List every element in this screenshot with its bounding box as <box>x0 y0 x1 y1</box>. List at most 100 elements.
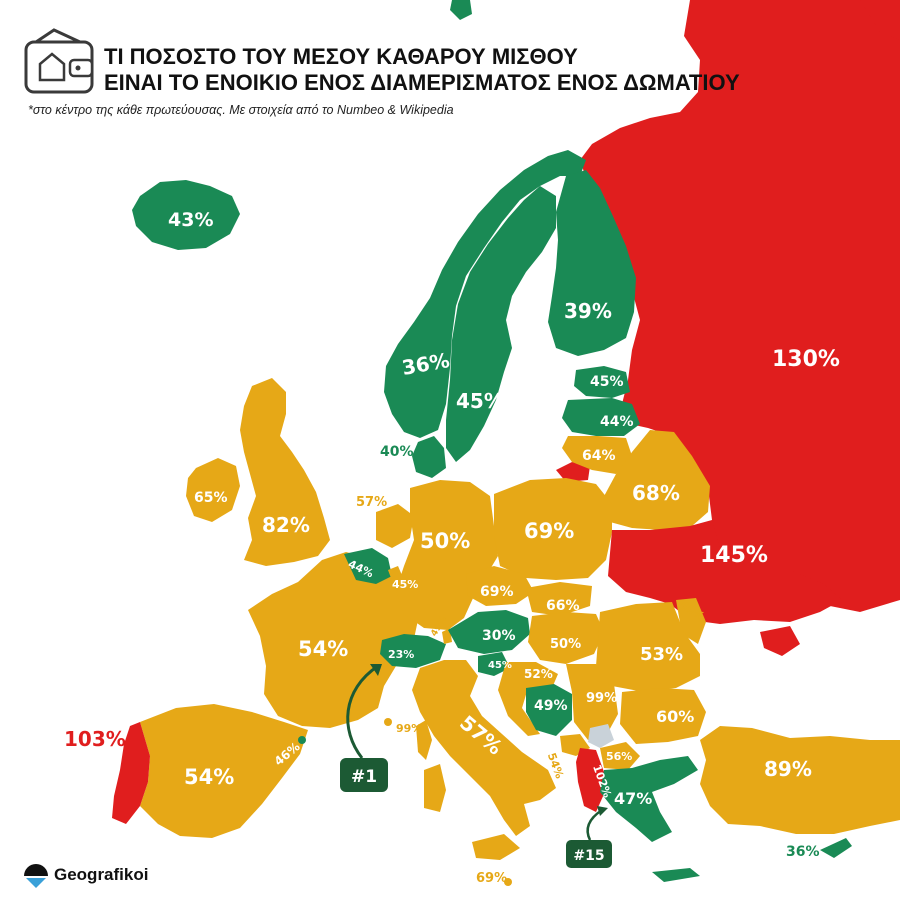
sardinia-shape <box>424 764 446 812</box>
label-turkey: 89% <box>764 757 812 781</box>
cyprus-shape <box>820 838 852 858</box>
label-latvia: 44% <box>600 414 634 430</box>
label-finland: 39% <box>564 299 612 323</box>
belarus-shape <box>602 430 710 530</box>
label-luxembourg: 45% <box>392 578 418 591</box>
label-switzerland: 23% <box>388 648 414 661</box>
label-iceland: 43% <box>168 209 213 231</box>
latvia-shape <box>562 398 640 436</box>
uk-shape <box>240 378 330 566</box>
greece-shape <box>600 756 698 842</box>
kosovo-shape <box>588 724 614 748</box>
finland-shape <box>548 170 636 356</box>
rank-best-badge: #1 <box>351 767 377 787</box>
croatia-shape <box>498 662 558 736</box>
svalbard-shape <box>450 0 472 20</box>
russia-island-shape <box>860 0 900 40</box>
crete-shape <box>652 868 700 882</box>
label-czechia: 69% <box>480 584 514 600</box>
label-belarus: 68% <box>632 481 680 505</box>
switzerland-shape <box>380 634 446 668</box>
callout-rank-greece: #15 <box>566 806 612 868</box>
belgium-shape <box>344 548 392 584</box>
label-romania: 53% <box>640 644 683 665</box>
brand-name: Geografikoi <box>54 865 148 884</box>
netherlands-shape <box>376 504 414 548</box>
kaliningrad-shape <box>556 462 590 482</box>
label-lithuania: 64% <box>582 448 616 464</box>
sweden-shape <box>446 186 556 462</box>
germany-shape <box>396 480 498 630</box>
poland-shape <box>494 478 612 580</box>
norway-shape <box>384 150 586 438</box>
label-hungary: 50% <box>550 637 581 652</box>
label-bosnia: 49% <box>534 698 568 714</box>
geografikoi-logo-icon <box>24 864 48 888</box>
wallet-house-icon <box>24 28 94 94</box>
label-netherlands: 57% <box>356 495 387 510</box>
albania-shape <box>576 748 604 812</box>
label-uk: 82% <box>262 513 310 537</box>
corsica-shape <box>416 720 432 760</box>
label-ireland: 65% <box>194 490 228 506</box>
label-poland: 69% <box>524 519 574 543</box>
country-shapes <box>112 0 900 886</box>
label-north-macedonia: 56% <box>606 750 632 763</box>
hungary-shape <box>528 612 604 664</box>
label-monaco: 99% <box>396 722 422 735</box>
label-cyprus: 36% <box>786 844 820 860</box>
russia-shape <box>580 0 900 612</box>
lithuania-shape <box>562 436 632 474</box>
slovakia-shape <box>526 582 592 616</box>
crimea-shape <box>760 626 800 656</box>
callout-rank-best: #1 <box>340 664 388 792</box>
title-line-1: ΤΙ ΠΟΣΟΣΤΟ ΤΟΥ ΜΕΣΟΥ ΚΑΘΑΡΟΥ ΜΙΣΘΟΥ <box>104 44 578 69</box>
label-estonia: 45% <box>590 374 624 390</box>
serbia-shape <box>566 664 618 740</box>
subtitle: *στο κέντρο της κάθε πρωτεύουσας. Με στο… <box>28 103 454 117</box>
sicily-shape <box>472 834 520 860</box>
label-sweden: 45% <box>456 389 504 413</box>
label-austria: 30% <box>482 628 516 644</box>
north-macedonia-shape <box>600 742 640 770</box>
label-serbia: 99% <box>586 691 617 706</box>
rank-greece-badge: #15 <box>573 848 604 864</box>
label-malta: 69% <box>476 871 507 886</box>
france-shape <box>248 552 418 728</box>
label-slovakia: 66% <box>546 598 580 614</box>
label-spain: 54% <box>184 765 234 789</box>
label-germany: 50% <box>420 529 470 553</box>
turkey-shape <box>700 726 900 834</box>
ireland-shape <box>186 458 240 522</box>
title-line-2: ΕΙΝΑΙ ΤΟ ΕΝΟΙΚΙΟ ΕΝΟΣ ΔΙΑΜΕΡΙΣΜΑΤΟΣ ΕΝΟΣ… <box>104 70 740 95</box>
portugal-shape <box>112 722 150 824</box>
estonia-shape <box>574 366 630 398</box>
slovenia-shape <box>478 652 510 676</box>
romania-shape <box>596 602 700 692</box>
bulgaria-shape <box>620 688 706 744</box>
austria-shape <box>448 610 530 654</box>
label-bulgaria: 60% <box>656 707 694 726</box>
brand: Geografikoi <box>24 864 148 888</box>
label-greece: 47% <box>614 789 652 808</box>
label-france: 54% <box>298 637 348 661</box>
italy-shape <box>412 660 556 836</box>
bosnia-shape <box>526 684 572 736</box>
czechia-shape <box>466 566 534 606</box>
label-russia: 130% <box>772 347 840 372</box>
ukraine-shape <box>608 520 842 624</box>
malta-dot <box>504 878 512 886</box>
andorra-dot <box>298 736 306 744</box>
label-croatia: 52% <box>524 667 553 681</box>
iceland-shape <box>132 180 240 250</box>
label-ukraine: 145% <box>700 543 768 568</box>
monaco-dot <box>384 718 392 726</box>
label-slovenia: 45% <box>488 660 512 671</box>
spain-shape <box>140 704 308 838</box>
label-denmark: 40% <box>380 444 414 460</box>
denmark-shape <box>412 436 446 478</box>
header: ΤΙ ΠΟΣΟΣΤΟ ΤΟΥ ΜΕΣΟΥ ΚΑΘΑΡΟΥ ΜΙΣΘΟΥ ΕΙΝΑ… <box>24 28 740 117</box>
label-portugal: 103% <box>64 727 126 751</box>
